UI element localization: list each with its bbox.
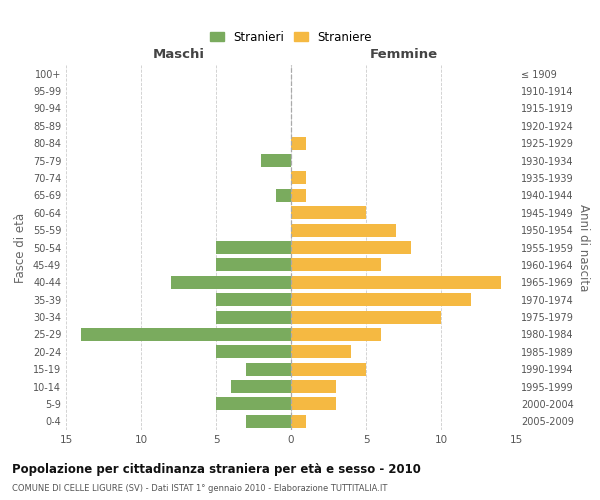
Bar <box>291 398 336 410</box>
Bar <box>246 415 291 428</box>
Bar <box>171 276 291 289</box>
Bar <box>291 206 366 220</box>
Bar <box>246 362 291 376</box>
Bar <box>216 293 291 306</box>
Text: Maschi: Maschi <box>152 48 205 62</box>
Bar <box>216 310 291 324</box>
Legend: Stranieri, Straniere: Stranieri, Straniere <box>206 27 376 47</box>
Bar <box>291 136 306 149</box>
Bar <box>291 362 366 376</box>
Bar <box>291 258 381 272</box>
Bar <box>261 154 291 167</box>
Text: Popolazione per cittadinanza straniera per età e sesso - 2010: Popolazione per cittadinanza straniera p… <box>12 462 421 475</box>
Text: COMUNE DI CELLE LIGURE (SV) - Dati ISTAT 1° gennaio 2010 - Elaborazione TUTTITAL: COMUNE DI CELLE LIGURE (SV) - Dati ISTAT… <box>12 484 388 493</box>
Bar <box>291 328 381 341</box>
Bar <box>216 258 291 272</box>
Bar <box>291 189 306 202</box>
Bar <box>291 346 351 358</box>
Bar <box>291 293 471 306</box>
Bar <box>291 415 306 428</box>
Bar <box>216 346 291 358</box>
Bar <box>291 276 501 289</box>
Y-axis label: Anni di nascita: Anni di nascita <box>577 204 590 291</box>
Text: Femmine: Femmine <box>370 48 437 62</box>
Bar <box>291 224 396 236</box>
Bar <box>216 398 291 410</box>
Bar <box>291 172 306 184</box>
Bar <box>276 189 291 202</box>
Bar <box>81 328 291 341</box>
Y-axis label: Fasce di età: Fasce di età <box>14 212 27 282</box>
Bar <box>231 380 291 393</box>
Bar <box>291 310 441 324</box>
Bar <box>291 241 411 254</box>
Bar <box>216 241 291 254</box>
Bar <box>291 380 336 393</box>
